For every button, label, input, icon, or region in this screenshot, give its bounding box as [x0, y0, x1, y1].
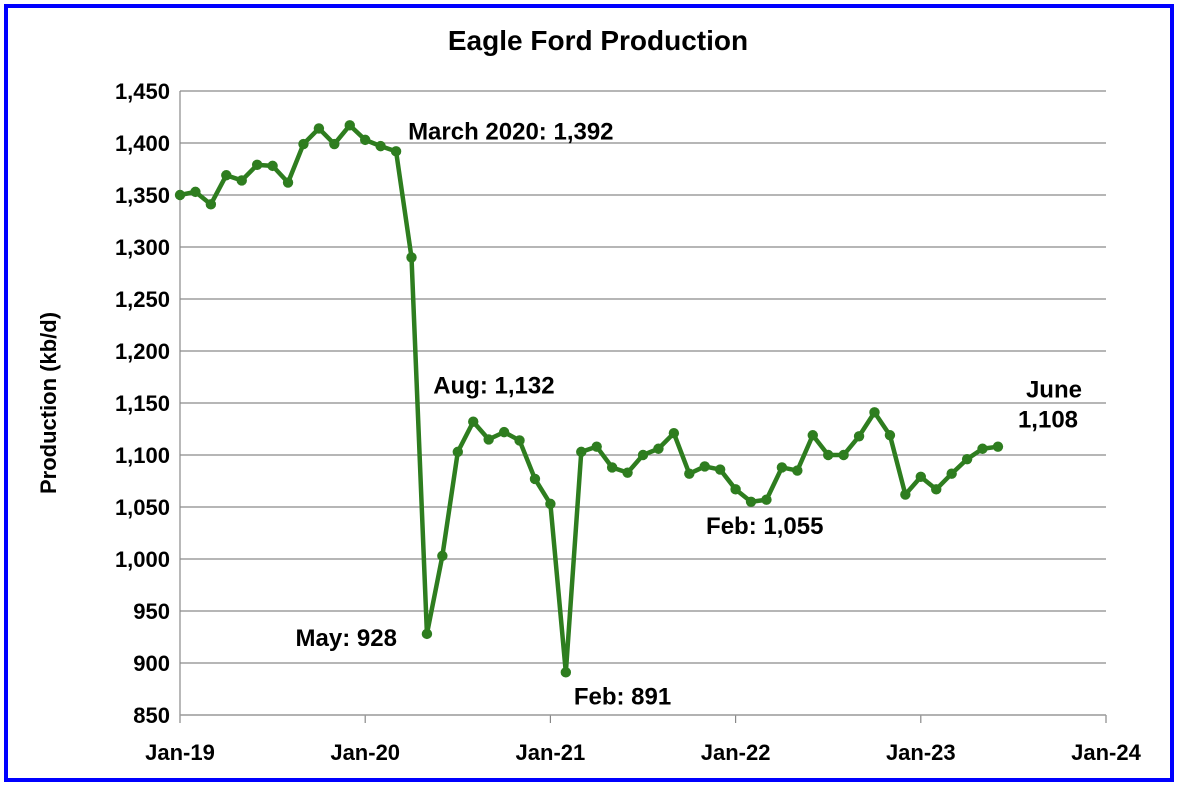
data-point [961, 453, 973, 465]
data-point [221, 170, 232, 181]
data-point [915, 471, 926, 483]
data-point [282, 177, 294, 188]
data-point [251, 159, 263, 171]
series-layer [174, 120, 1004, 678]
data-point [745, 496, 757, 507]
y-tick-label: 1,250 [115, 287, 170, 312]
annotation-label: May: 928 [296, 625, 397, 652]
data-point [869, 407, 880, 418]
data-point [699, 461, 710, 472]
data-point [174, 189, 186, 201]
data-point [236, 175, 247, 186]
data-point [684, 468, 695, 479]
y-axis-label: Production (kb/d) [36, 312, 61, 494]
data-point [900, 489, 911, 500]
data-point [637, 449, 649, 461]
y-tick-label: 1,450 [115, 79, 170, 104]
annotations-layer: March 2020: 1,392 Aug: 1,132 May: 928 Feb: … [296, 118, 1082, 710]
data-point [390, 146, 402, 157]
data-point [853, 431, 865, 442]
data-point [483, 434, 494, 445]
data-point [498, 426, 510, 438]
data-point [776, 462, 788, 473]
annotation-label: March 2020: 1,392 [408, 118, 613, 145]
annotation-label: Feb: 1,055 [706, 513, 823, 540]
data-point [931, 484, 942, 495]
data-point [977, 443, 988, 454]
data-point [576, 446, 587, 458]
annotation-label: Feb: 891 [574, 683, 671, 710]
y-tick-label: 1,300 [115, 235, 170, 260]
y-tick-label: 1,050 [115, 495, 170, 520]
y-tick-label: 1,100 [115, 443, 170, 468]
data-point [545, 498, 556, 510]
data-point [714, 464, 726, 475]
data-point [792, 465, 803, 476]
data-point [946, 468, 957, 479]
data-point [591, 441, 602, 452]
chart-title: Eagle Ford Production [448, 25, 748, 56]
data-point [838, 449, 849, 461]
data-point [730, 484, 741, 495]
data-point [468, 416, 479, 427]
data-point [560, 667, 572, 678]
y-axis-ticks: 850 900 950 1,000 1,050 1,100 1,150 1,200 1,250 1… [115, 79, 170, 728]
x-tick-label: Jan-21 [516, 740, 586, 765]
data-point [360, 134, 371, 146]
data-point [606, 462, 618, 473]
data-point [298, 138, 309, 150]
x-tick-label: Jan-23 [886, 740, 956, 765]
data-point [437, 550, 448, 562]
annotation-label: June [1026, 377, 1082, 404]
y-tick-label: 1,000 [115, 547, 170, 572]
data-point [992, 441, 1004, 452]
y-tick-label: 1,400 [115, 131, 170, 156]
eagle-ford-chart: Eagle Ford Production 850 900 950 1,000 1,05… [36, 25, 1142, 765]
data-point [313, 123, 325, 134]
x-tick-label: Jan-24 [1071, 740, 1141, 765]
y-tick-label: 950 [133, 599, 170, 624]
data-point [329, 138, 340, 150]
x-tick-label: Jan-22 [701, 740, 771, 765]
data-point [375, 140, 386, 152]
data-point [529, 473, 541, 485]
data-point [406, 252, 417, 263]
grid-lines [179, 90, 1106, 715]
data-point [421, 628, 433, 640]
y-tick-label: 850 [133, 703, 170, 728]
data-point [823, 449, 834, 461]
data-point [452, 446, 463, 458]
data-point [884, 430, 896, 441]
annotation-label: Aug: 1,132 [433, 373, 554, 400]
data-point [267, 160, 278, 172]
chart-frame: Eagle Ford Production 850 900 950 1,000 1,05… [4, 4, 1174, 782]
data-point [668, 427, 680, 439]
series-line [179, 123, 999, 675]
y-tick-label: 1,350 [115, 183, 170, 208]
data-point [205, 199, 217, 210]
data-point [653, 443, 664, 454]
data-point [761, 494, 772, 505]
data-point [190, 186, 201, 198]
data-point [344, 120, 355, 131]
y-tick-label: 1,150 [115, 391, 170, 416]
y-tick-label: 900 [133, 651, 170, 676]
data-point [514, 435, 525, 446]
x-axis-ticks: Jan-19 Jan-20 Jan-21 Jan-22 Jan-23 Jan-24 [145, 715, 1142, 765]
x-tick-label: Jan-19 [145, 740, 215, 765]
x-tick-label: Jan-20 [330, 740, 400, 765]
data-point [622, 467, 633, 478]
annotation-label: 1,108 [1018, 407, 1078, 434]
data-point [807, 430, 818, 441]
y-tick-label: 1,200 [115, 339, 170, 364]
